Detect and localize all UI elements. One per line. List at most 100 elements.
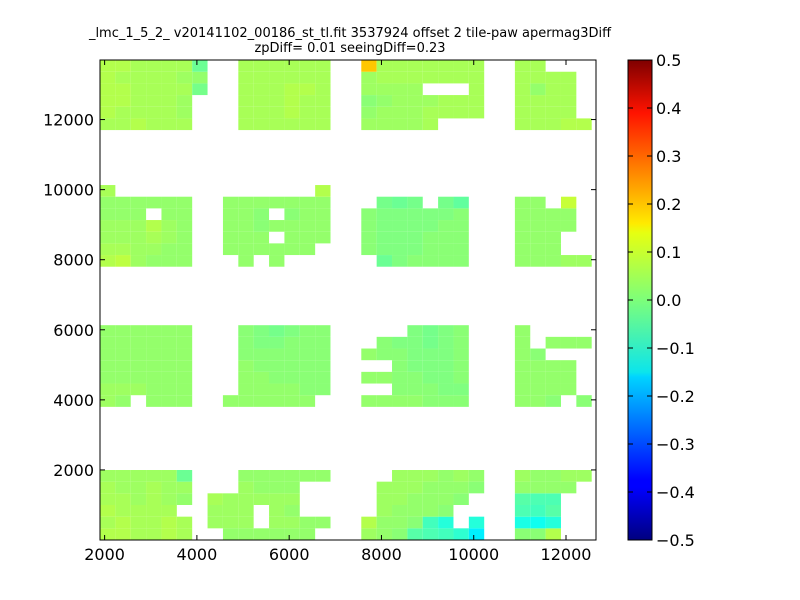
heatmap-cell bbox=[115, 60, 131, 72]
heatmap-cell bbox=[361, 71, 377, 84]
heatmap-cell bbox=[130, 470, 147, 482]
heatmap-cell bbox=[545, 118, 561, 131]
heatmap-cell bbox=[392, 395, 408, 407]
heatmap-cell bbox=[407, 243, 423, 256]
heatmap-cell bbox=[514, 505, 531, 517]
heatmap-cell bbox=[100, 106, 116, 119]
heatmap-cell bbox=[514, 371, 531, 384]
heatmap-cell bbox=[161, 106, 177, 119]
heatmap-cell bbox=[146, 528, 162, 540]
heatmap-cell bbox=[253, 528, 270, 540]
heatmap-cell bbox=[438, 208, 454, 221]
heatmap-cell bbox=[530, 348, 546, 361]
heatmap-cell bbox=[100, 208, 116, 221]
heatmap-cell bbox=[545, 470, 561, 482]
heatmap-cell bbox=[315, 371, 331, 384]
x-tick-label: 10000 bbox=[448, 545, 499, 564]
heatmap-cell bbox=[438, 516, 454, 529]
heatmap-cell bbox=[530, 60, 546, 72]
heatmap-cell bbox=[407, 481, 423, 494]
heatmap-cell bbox=[299, 516, 316, 529]
heatmap-cell bbox=[545, 371, 561, 384]
heatmap-cell bbox=[238, 71, 254, 84]
heatmap-cell bbox=[299, 231, 316, 244]
heatmap-cell bbox=[407, 505, 423, 517]
heatmap-cell bbox=[530, 196, 546, 209]
heatmap-cell bbox=[222, 493, 239, 505]
heatmap-cell bbox=[238, 106, 254, 119]
heatmap-cell bbox=[514, 383, 531, 396]
heatmap-cell bbox=[560, 118, 577, 131]
heatmap-cell bbox=[269, 371, 285, 384]
heatmap-cell bbox=[422, 470, 439, 482]
heatmap-cell bbox=[468, 516, 485, 529]
heatmap-cell bbox=[130, 255, 147, 267]
y-tick-label: 12000 bbox=[43, 111, 94, 130]
heatmap-cell bbox=[392, 83, 408, 96]
heatmap-cell bbox=[299, 383, 316, 396]
heatmap-cell bbox=[530, 528, 546, 540]
heatmap-cell bbox=[222, 516, 239, 529]
heatmap-cell bbox=[130, 208, 147, 221]
heatmap-cell bbox=[115, 231, 131, 244]
heatmap-cell bbox=[146, 325, 162, 337]
heatmap-cell bbox=[115, 395, 131, 407]
heatmap-cell bbox=[146, 220, 162, 232]
heatmap-cell bbox=[315, 470, 331, 482]
heatmap-cell bbox=[361, 83, 377, 96]
heatmap-cell bbox=[161, 325, 177, 337]
heatmap-cell bbox=[392, 348, 408, 361]
heatmap-cell bbox=[161, 470, 177, 482]
heatmap-cell bbox=[422, 243, 439, 256]
colorbar-tick-label: −0.4 bbox=[656, 483, 695, 502]
heatmap-cell bbox=[514, 528, 531, 540]
heatmap-cell bbox=[100, 83, 116, 96]
heatmap-cell bbox=[453, 528, 469, 540]
heatmap-cell bbox=[376, 481, 393, 494]
heatmap-cell bbox=[146, 383, 162, 396]
heatmap-cell bbox=[146, 118, 162, 131]
heatmap-cell bbox=[422, 255, 439, 267]
heatmap-cell bbox=[130, 83, 147, 96]
heatmap-cell bbox=[576, 336, 592, 349]
heatmap-cell bbox=[238, 325, 254, 337]
heatmap-cell bbox=[284, 231, 300, 244]
heatmap-cells bbox=[100, 60, 592, 540]
heatmap-cell bbox=[269, 118, 285, 131]
heatmap-cell bbox=[407, 220, 423, 232]
heatmap-cell bbox=[438, 95, 454, 107]
heatmap-cell bbox=[422, 325, 439, 337]
heatmap-cell bbox=[100, 185, 116, 197]
heatmap-cell bbox=[315, 348, 331, 361]
heatmap-cell bbox=[161, 371, 177, 384]
heatmap-cell bbox=[176, 60, 193, 72]
heatmap-cell bbox=[253, 481, 270, 494]
heatmap-cell bbox=[376, 208, 393, 221]
heatmap-cell bbox=[238, 220, 254, 232]
heatmap-cell bbox=[453, 383, 469, 396]
heatmap-cell bbox=[315, 106, 331, 119]
heatmap-cell bbox=[100, 325, 116, 337]
heatmap-cell bbox=[115, 383, 131, 396]
heatmap-cell bbox=[376, 516, 393, 529]
heatmap-cell bbox=[361, 231, 377, 244]
heatmap-cell bbox=[100, 493, 116, 505]
heatmap-cell bbox=[514, 470, 531, 482]
plot-frame bbox=[99, 59, 597, 541]
heatmap-cell bbox=[530, 516, 546, 529]
heatmap-cell bbox=[376, 336, 393, 349]
heatmap-cell bbox=[392, 528, 408, 540]
heatmap-cell bbox=[422, 383, 439, 396]
heatmap-cell bbox=[315, 360, 331, 372]
heatmap-cell bbox=[284, 220, 300, 232]
heatmap-cell bbox=[453, 395, 469, 407]
heatmap-cell bbox=[284, 371, 300, 384]
heatmap-cell bbox=[376, 505, 393, 517]
heatmap-cell bbox=[146, 231, 162, 244]
heatmap-cell bbox=[392, 106, 408, 119]
heatmap-cell bbox=[161, 83, 177, 96]
heatmap-cell bbox=[238, 371, 254, 384]
heatmap-cell bbox=[146, 371, 162, 384]
heatmap-cell bbox=[545, 83, 561, 96]
heatmap-cell bbox=[284, 360, 300, 372]
